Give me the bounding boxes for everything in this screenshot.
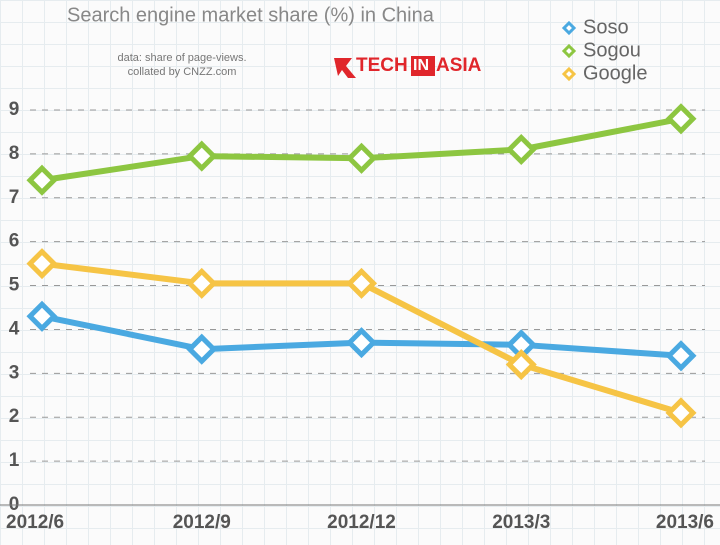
logo-icon	[334, 58, 356, 78]
legend-marker	[561, 66, 577, 82]
chart-title: Search engine market share (%) in China	[67, 4, 435, 26]
y-tick-label: 6	[9, 231, 20, 252]
y-tick-label: 9	[9, 99, 20, 120]
legend-label: Sogou	[583, 39, 641, 61]
y-tick-label: 5	[9, 275, 20, 296]
point-marker	[665, 397, 697, 429]
point-marker	[186, 267, 218, 299]
x-tick-label: 2013/6	[656, 512, 714, 533]
logo: TECH IN ASIA	[334, 55, 482, 78]
point-marker	[665, 340, 697, 372]
logo-text: ASIA	[436, 55, 482, 76]
legend-label: Soso	[583, 16, 629, 38]
point-marker	[26, 248, 58, 280]
legend-marker	[561, 20, 577, 36]
point-marker	[26, 164, 58, 196]
logo-box	[411, 56, 435, 76]
x-tick-label: 2012/12	[327, 512, 396, 533]
logo-text: TECH	[356, 55, 408, 76]
legend-marker	[561, 43, 577, 59]
x-tick-label: 2013/3	[492, 512, 550, 533]
y-tick-label: 4	[9, 318, 20, 339]
y-tick-label: 7	[9, 187, 20, 208]
y-tick-label: 8	[9, 143, 20, 164]
point-marker	[345, 327, 378, 359]
x-tick-label: 2012/6	[6, 512, 64, 533]
point-marker	[186, 140, 218, 172]
point-marker	[345, 267, 378, 299]
note: collated by CNZZ.com	[128, 66, 237, 78]
point-marker	[26, 300, 58, 332]
y-tick-label: 2	[9, 406, 20, 427]
point-marker	[345, 142, 378, 174]
x-tick-label: 2012/9	[173, 512, 231, 533]
point-marker	[186, 333, 218, 365]
legend-label: Google	[583, 62, 648, 84]
logo-text: IN	[413, 57, 429, 74]
y-tick-label: 3	[9, 362, 20, 383]
note: data: share of page-views.	[117, 52, 246, 64]
y-tick-label: 1	[9, 450, 20, 471]
point-marker	[665, 103, 697, 135]
point-marker	[505, 133, 537, 166]
point-marker	[505, 349, 537, 381]
